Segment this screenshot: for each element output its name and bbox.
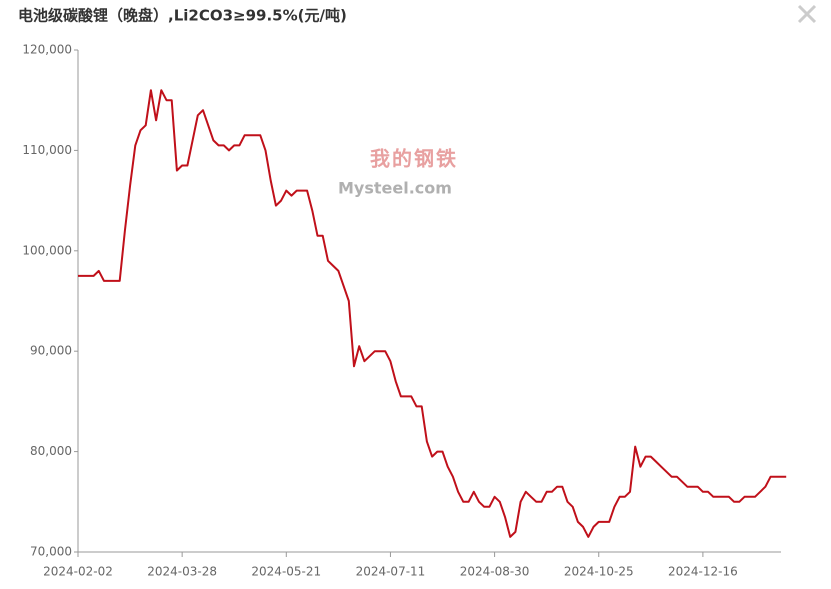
y-tick-label: 100,000 <box>22 243 72 257</box>
watermark-logo: 我的钢铁 <box>370 147 458 171</box>
x-tick-label: 2024-07-11 <box>356 565 426 579</box>
line-series <box>78 89 787 538</box>
y-tick-label: 110,000 <box>22 143 72 157</box>
y-tick-label: 90,000 <box>30 344 72 358</box>
chart-title: 电池级碳酸锂（晚盘）,Li2CO3≥99.5%(元/吨) <box>18 7 347 25</box>
y-tick-label: 80,000 <box>30 444 72 458</box>
y-tick-label: 70,000 <box>30 545 72 559</box>
close-icon[interactable] <box>797 4 817 24</box>
x-tick-label: 2024-08-30 <box>460 565 530 579</box>
x-tick-label: 2024-05-21 <box>251 565 321 579</box>
y-tick-label: 120,000 <box>22 43 72 57</box>
close-button[interactable] <box>797 4 817 24</box>
x-tick-label: 2024-12-16 <box>668 565 738 579</box>
watermark-text: Mysteel.com <box>338 179 452 198</box>
x-tick-label: 2024-10-25 <box>564 565 634 579</box>
x-tick-label: 2024-02-02 <box>43 565 113 579</box>
x-tick-label: 2024-03-28 <box>147 565 217 579</box>
